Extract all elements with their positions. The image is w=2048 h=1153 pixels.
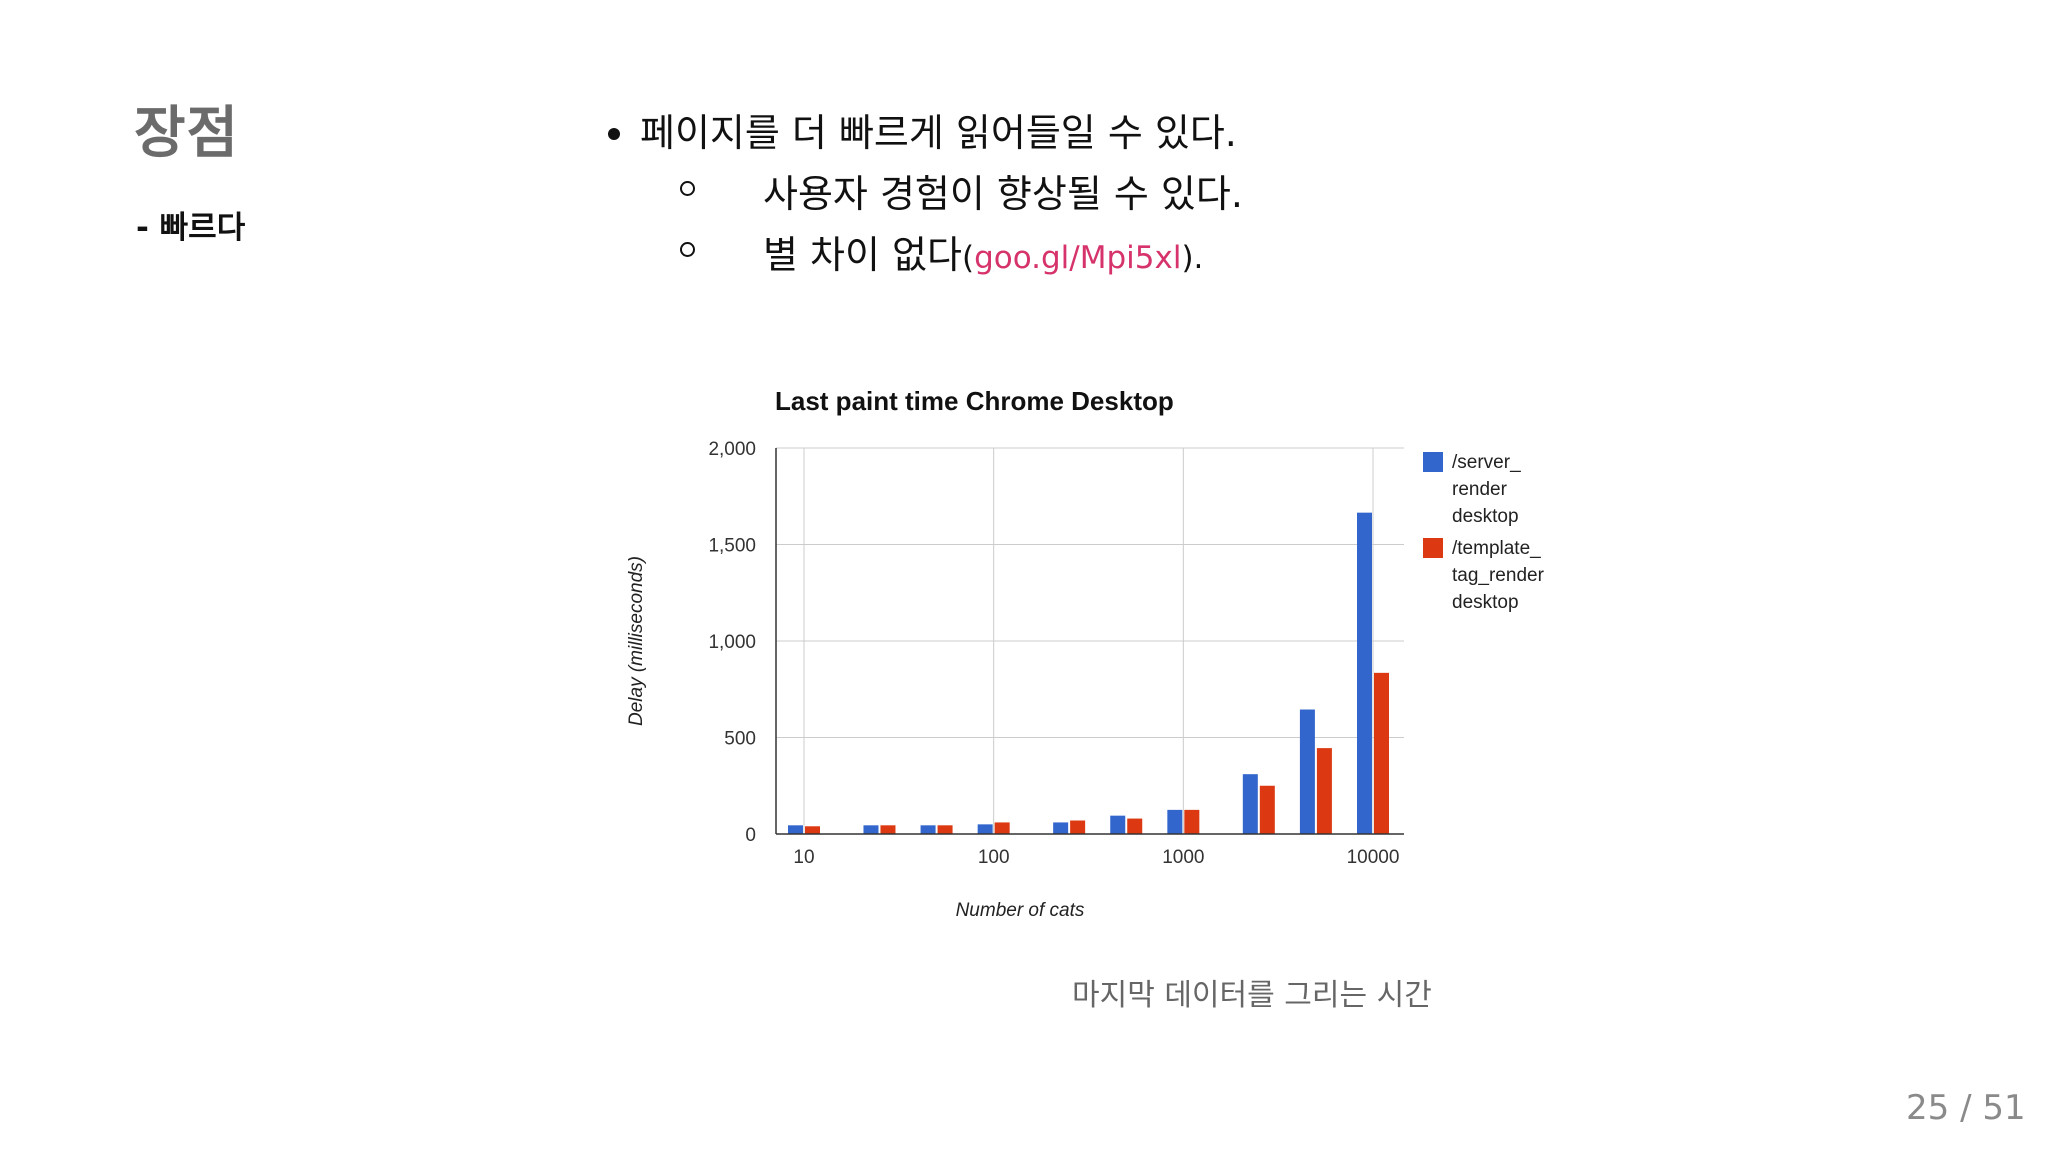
- legend: /server_render desktop/template_ tag_rende…: [1423, 452, 1545, 613]
- x-tick-label: 10000: [1347, 847, 1400, 868]
- y-tick-label: 500: [724, 729, 756, 750]
- hollow-bullet-icon: [680, 181, 695, 196]
- bullet-item: 페이지를 더 빠르게 읽어들일 수 있다.: [608, 102, 1237, 157]
- bar-chart: 0 500 1,000 1,500 2,000 10 100 1000 10000 Last p…: [626, 386, 1545, 921]
- legend-label: /template_: [1452, 538, 1541, 559]
- legend-label: desktop: [1452, 506, 1519, 527]
- gridlines: [776, 447, 1404, 834]
- bars: [788, 512, 1389, 834]
- paren-open: (: [961, 240, 975, 276]
- x-axis-label: Number of cats: [956, 900, 1085, 921]
- y-tick-label: 1,000: [708, 632, 756, 653]
- hollow-bullet-icon: [680, 242, 695, 257]
- bullet-text: 페이지를 더 빠르게 읽어들일 수 있다.: [640, 111, 1237, 155]
- bar-template-tag-render: [1316, 748, 1332, 834]
- bar-server-render: [1242, 774, 1258, 834]
- bar-server-render: [1357, 512, 1372, 834]
- y-tick-label: 1,500: [708, 536, 756, 557]
- bar-template-tag-render: [1259, 785, 1275, 834]
- y-tick-label: 2,000: [708, 439, 756, 460]
- bar-template-tag-render: [994, 822, 1010, 834]
- bar-template-tag-render: [880, 825, 896, 834]
- x-tick-label: 10: [793, 847, 814, 868]
- bar-template-tag-render: [937, 825, 953, 834]
- sub-bullet-text: 별 차이 없다(goo.gl/Mpi5xl).: [763, 224, 1203, 279]
- bullet-dot-icon: [608, 127, 620, 140]
- legend-label: tag_render: [1452, 565, 1545, 586]
- x-tick-label: 1000: [1162, 847, 1204, 868]
- chart-title: Last paint time Chrome Desktop: [775, 386, 1174, 416]
- bar-server-render: [920, 825, 936, 834]
- bar-server-render: [788, 825, 803, 834]
- slide-subtitle: - 빠르다: [136, 210, 246, 246]
- bar-server-render: [1299, 709, 1315, 834]
- legend-label: desktop: [1452, 592, 1519, 613]
- y-axis-label: Delay (milliseconds): [626, 556, 647, 726]
- legend-swatch: [1423, 538, 1443, 558]
- bar-server-render: [1167, 809, 1183, 834]
- bar-template-tag-render: [1184, 809, 1200, 834]
- reference-link[interactable]: goo.gl/Mpi5xl: [974, 240, 1182, 276]
- bar-template-tag-render: [1070, 820, 1086, 834]
- axes: 0 500 1,000 1,500 2,000 10 100 1000 10000: [708, 439, 1404, 868]
- y-tick-label: 0: [745, 825, 756, 846]
- legend-label: render: [1452, 479, 1508, 500]
- sub-bullet-text: 사용자 경험이 향상될 수 있다.: [763, 172, 1243, 216]
- bar-server-render: [1053, 822, 1069, 834]
- bar-template-tag-render: [1374, 672, 1389, 834]
- slide-title: 장점: [134, 101, 240, 166]
- paren-close: ).: [1181, 240, 1204, 276]
- legend-label: /server_: [1452, 452, 1521, 473]
- bar-server-render: [977, 824, 993, 834]
- bar-server-render: [1110, 815, 1126, 834]
- page-number: 25 / 51: [1906, 1088, 2026, 1128]
- bar-server-render: [863, 825, 879, 834]
- figure-caption: 마지막 데이터를 그리는 시간: [1072, 978, 1432, 1013]
- bar-template-tag-render: [1127, 818, 1143, 834]
- legend-swatch: [1423, 452, 1443, 472]
- x-tick-label: 100: [978, 847, 1010, 868]
- sub-bullet-main-text: 별 차이 없다: [763, 233, 962, 277]
- bar-template-tag-render: [805, 826, 820, 834]
